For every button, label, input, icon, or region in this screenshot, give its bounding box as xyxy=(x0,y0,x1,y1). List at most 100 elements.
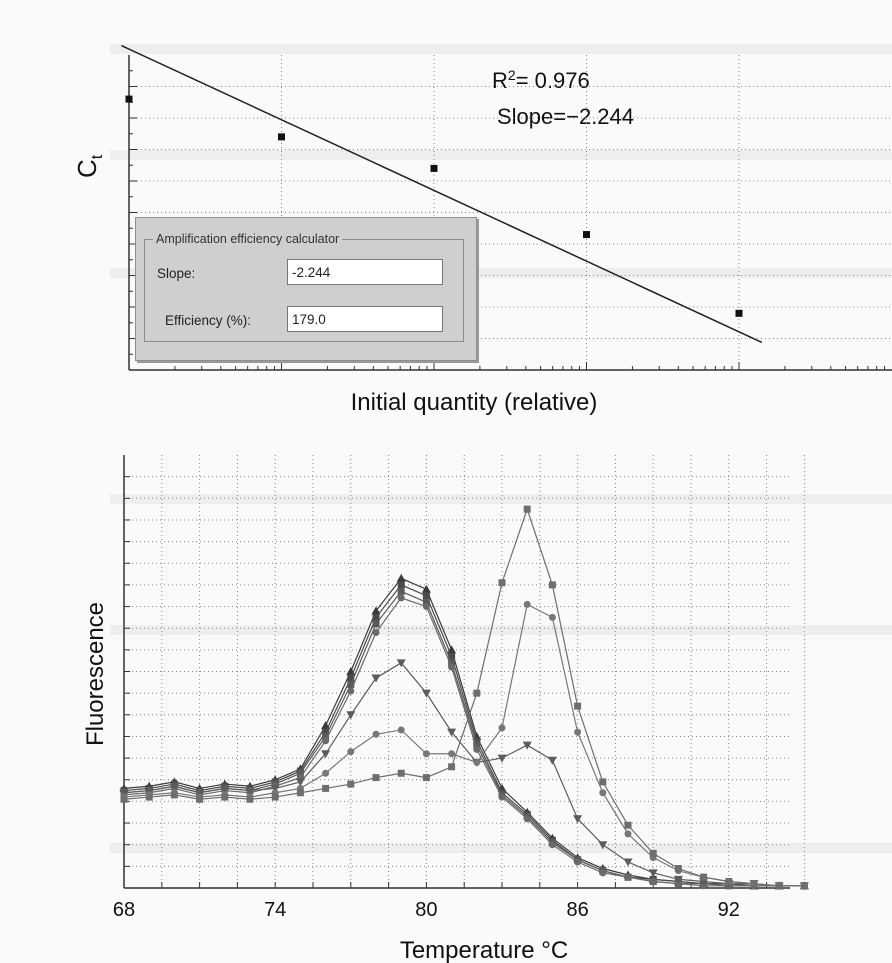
series-marker xyxy=(775,882,783,890)
series-marker xyxy=(725,878,733,886)
series-marker xyxy=(397,587,405,595)
series-marker xyxy=(673,875,683,884)
series-marker xyxy=(750,880,758,888)
series-marker xyxy=(522,741,532,750)
efficiency-groupbox-title: Amplification efficiency calculator xyxy=(156,232,340,246)
x-tick-label: 80 xyxy=(415,899,437,921)
x-tick-label: 92 xyxy=(718,899,740,921)
slope-annotation: Slope=−2.244 xyxy=(497,104,634,129)
data-point xyxy=(278,133,285,141)
series-marker xyxy=(296,769,304,777)
background-text-ghost xyxy=(110,494,892,504)
series-marker xyxy=(169,782,179,791)
series-marker xyxy=(624,873,632,881)
series-marker xyxy=(372,613,380,621)
series-marker xyxy=(372,730,380,738)
series-marker xyxy=(548,841,556,849)
series-marker xyxy=(322,728,330,736)
series-marker xyxy=(573,815,583,824)
series-marker xyxy=(421,689,431,698)
series-marker xyxy=(623,858,633,867)
gridlines xyxy=(124,455,805,888)
series-marker xyxy=(574,858,582,866)
series-marker xyxy=(372,774,380,782)
x-tick-label: 74 xyxy=(264,899,286,921)
series-marker xyxy=(371,674,381,683)
standard-curve-plot: R2= 0.976 Slope=−2.244 Ct Initial quanti… xyxy=(72,44,892,416)
background-text-ghost xyxy=(110,843,892,853)
x-tick-label: 68 xyxy=(113,899,135,921)
series-marker xyxy=(649,849,657,857)
series-marker xyxy=(448,659,456,667)
series-marker xyxy=(649,878,657,886)
series-marker xyxy=(547,756,557,765)
series-marker xyxy=(700,873,708,881)
background-text-ghost xyxy=(110,150,892,160)
series-marker xyxy=(497,754,507,763)
series-marker xyxy=(548,581,556,589)
series-marker xyxy=(144,787,154,796)
series-marker xyxy=(473,758,481,766)
series-marker xyxy=(448,652,456,660)
series-marker xyxy=(397,726,405,734)
x-axis-label: Temperature °C xyxy=(400,937,568,963)
series-marker xyxy=(422,592,430,600)
series-marker xyxy=(624,830,632,838)
series-marker xyxy=(574,728,582,736)
series-marker xyxy=(498,793,506,801)
series-marker xyxy=(422,750,430,758)
efficiency-calculator-panel: Amplification efficiency calculator Slop… xyxy=(135,217,477,361)
series-marker xyxy=(648,869,658,878)
series-marker xyxy=(372,629,380,637)
series-marker xyxy=(448,750,456,758)
series-marker xyxy=(347,687,355,695)
data-point xyxy=(125,95,133,103)
series-marker xyxy=(498,724,506,732)
gridlines xyxy=(129,55,892,370)
series-marker xyxy=(347,748,355,756)
series-marker xyxy=(396,659,406,668)
series-marker xyxy=(396,573,406,582)
y-axis-label: Fluorescence xyxy=(82,602,109,746)
series-marker xyxy=(548,613,556,621)
efficiency-field[interactable] xyxy=(287,306,443,332)
slope-field[interactable] xyxy=(287,259,443,285)
series-marker xyxy=(119,789,129,798)
series-marker xyxy=(473,737,481,745)
series-marker xyxy=(624,821,632,829)
series-marker xyxy=(599,778,607,786)
series-marker xyxy=(372,620,380,628)
series-marker xyxy=(120,795,128,803)
series-marker xyxy=(321,750,331,759)
x-axis-label: Initial quantity (relative) xyxy=(351,389,598,416)
series-marker xyxy=(448,663,456,671)
data-point xyxy=(583,231,590,239)
series-marker xyxy=(245,787,255,796)
series-marker xyxy=(473,689,481,697)
series-marker xyxy=(322,784,330,792)
series-marker xyxy=(421,584,431,593)
series-marker xyxy=(221,793,229,801)
r-squared-label: R2= 0.976 xyxy=(492,67,590,93)
series-marker xyxy=(800,882,808,890)
series-marker xyxy=(195,789,205,798)
series-marker xyxy=(196,795,204,803)
background-text-ghost xyxy=(110,268,892,278)
series-marker xyxy=(322,737,330,745)
series-marker xyxy=(322,732,330,740)
series-line xyxy=(123,597,805,887)
series-marker xyxy=(145,793,153,801)
series-marker xyxy=(422,774,430,782)
series-marker xyxy=(371,606,381,615)
melt-series xyxy=(120,587,808,890)
background-text-ghost xyxy=(110,625,892,635)
series-marker xyxy=(448,763,456,771)
series-marker xyxy=(473,741,481,749)
series-marker xyxy=(295,778,305,787)
series-marker xyxy=(246,795,254,803)
melt-curve-plot: Fluorescence Temperature °C 68 74 80 86 92 xyxy=(82,455,809,963)
series-marker xyxy=(422,603,430,611)
series-line xyxy=(123,662,805,887)
series-marker xyxy=(397,769,405,777)
